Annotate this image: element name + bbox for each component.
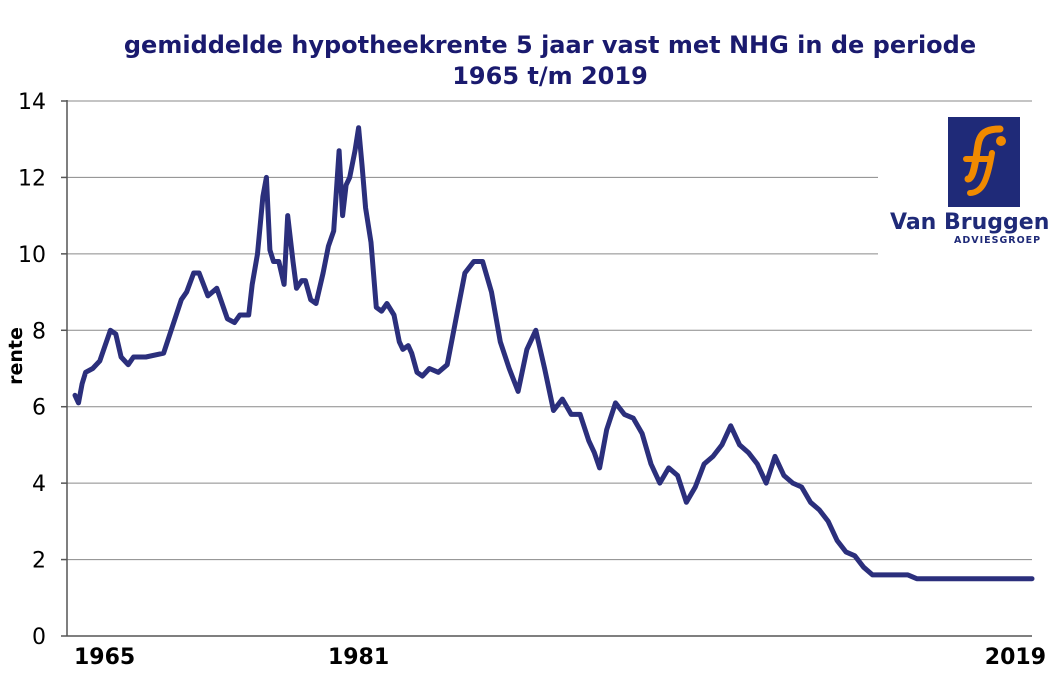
x-tick-label: 1965 (74, 645, 135, 670)
y-tick-label: 14 (18, 90, 46, 115)
van-bruggen-logo: Van Bruggen ADVIESGROEP (890, 117, 1060, 247)
y-tick-label: 8 (32, 319, 46, 344)
y-tick-label: 10 (18, 243, 46, 268)
x-tick-label: 1981 (328, 645, 389, 670)
logo-name: Van Bruggen (890, 210, 1050, 235)
logo-mark-icon (948, 117, 1020, 207)
logo-subtitle: ADVIESGROEP (954, 235, 1042, 246)
series-group (72, 125, 1035, 582)
y-axis-ticks: 0 2 4 6 8 10 12 14 (18, 90, 67, 650)
x-tick-label: 2019 (985, 645, 1046, 670)
series-line (72, 125, 1035, 582)
gridlines (67, 100, 1032, 561)
x-axis-ticks: 1965 1981 2019 (74, 645, 1046, 670)
y-tick-label: 6 (32, 396, 46, 421)
chart-title-line-1: gemiddelde hypotheekrente 5 jaar vast me… (123, 31, 977, 59)
y-axis-label: rente (5, 327, 27, 385)
y-tick-label: 0 (32, 625, 46, 650)
chart-title-line-2: 1965 t/m 2019 (452, 62, 648, 90)
axes (66, 100, 1032, 637)
y-tick-label: 2 (32, 549, 46, 574)
y-tick-label: 12 (18, 166, 46, 191)
chart-title: gemiddelde hypotheekrente 5 jaar vast me… (0, 30, 1064, 92)
y-tick-label: 4 (32, 472, 46, 497)
